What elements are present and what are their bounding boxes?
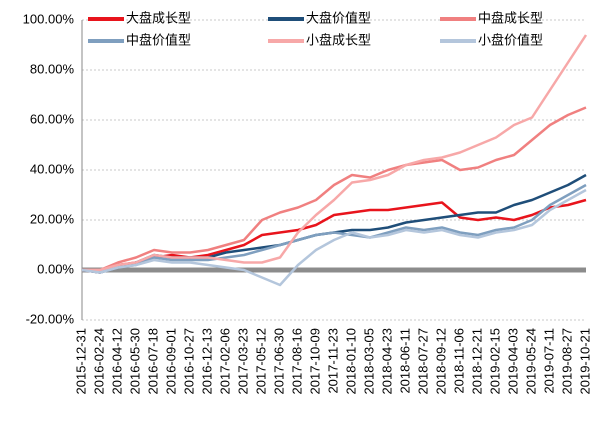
legend-label: 中盘价值型 — [126, 32, 191, 47]
x-tick-label: 2017-03-23 — [235, 328, 250, 395]
legend-label: 中盘成长型 — [478, 10, 543, 25]
x-tick-label: 2018-12-21 — [469, 328, 484, 395]
series-line — [81, 183, 587, 274]
x-tick-label: 2019-04-03 — [505, 328, 520, 395]
x-tick-label: 2018-03-05 — [361, 328, 376, 395]
x-tick-label: 2017-06-30 — [271, 328, 286, 395]
x-tick-label: 2018-07-27 — [415, 328, 430, 395]
x-tick-label: 2015-12-31 — [73, 328, 88, 395]
x-tick-label: 2019-02-15 — [487, 328, 502, 395]
legend-label: 小盘价值型 — [478, 32, 543, 47]
x-tick-label: 2019-07-11 — [541, 328, 556, 394]
x-tick-label: 2016-02-24 — [91, 328, 106, 395]
x-tick-label: 2017-10-09 — [307, 328, 322, 395]
x-tick-label: 2018-06-11 — [397, 328, 412, 394]
x-tick-label: 2017-08-16 — [289, 328, 304, 395]
y-tick-label: 60.00% — [30, 111, 75, 126]
y-tick-label: 80.00% — [30, 61, 75, 76]
y-tick-label: 0.00% — [37, 261, 74, 276]
x-tick-label: 2018-11-06 — [451, 328, 466, 394]
y-tick-label: -20.00% — [26, 311, 75, 326]
x-tick-label: 2019-10-21 — [577, 328, 592, 395]
x-tick-label: 2016-07-18 — [145, 328, 160, 395]
x-tick-label: 2018-09-12 — [433, 328, 448, 395]
x-tick-label: 2018-04-23 — [379, 328, 394, 395]
legend-label: 大盘成长型 — [126, 10, 191, 25]
series-line — [82, 34, 588, 272]
x-tick-label: 2016-10-27 — [181, 328, 196, 395]
x-tick-label: 2017-11-23 — [325, 328, 340, 394]
series-line — [81, 188, 587, 287]
x-tick-label: 2019-08-27 — [559, 328, 574, 395]
x-tick-label: 2017-05-12 — [253, 328, 268, 395]
x-tick-label: 2016-12-13 — [199, 328, 214, 395]
y-tick-label: 20.00% — [30, 211, 75, 226]
x-tick-label: 2016-09-01 — [163, 328, 178, 395]
x-tick-label: 2017-02-06 — [217, 328, 232, 395]
series-line — [82, 106, 587, 272]
x-tick-label: 2016-05-30 — [127, 328, 142, 395]
x-tick-label: 2019-05-24 — [523, 328, 538, 395]
x-tick-label: 2016-04-12 — [109, 328, 124, 395]
y-tick-label: 100.00% — [23, 11, 75, 26]
x-tick-label: 2018-01-10 — [343, 328, 358, 395]
legend-label: 大盘价值型 — [306, 10, 371, 25]
legend-label: 小盘成长型 — [306, 32, 371, 47]
y-tick-label: 40.00% — [30, 161, 75, 176]
